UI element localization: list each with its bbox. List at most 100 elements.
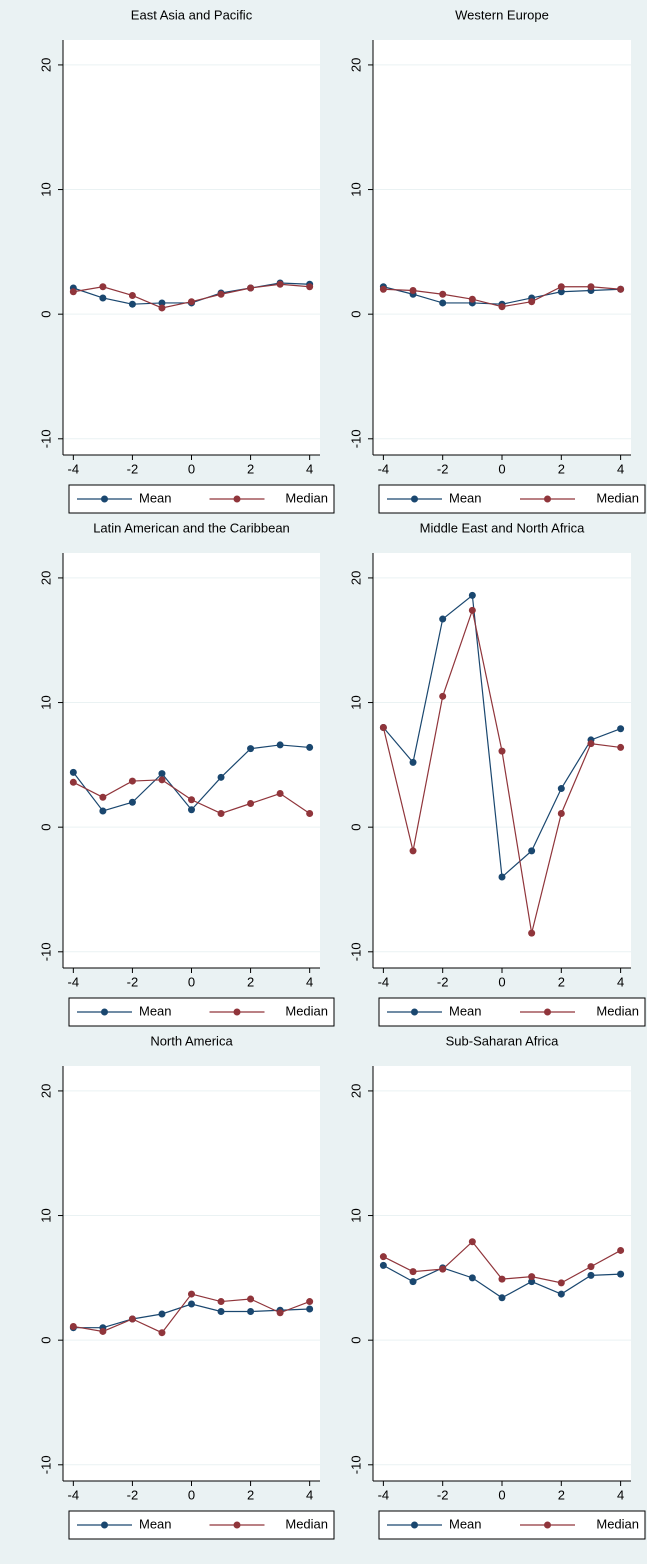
data-point: [587, 740, 595, 748]
y-tick-label: -10: [38, 942, 53, 961]
y-tick-label: -10: [348, 942, 363, 961]
data-point: [498, 1294, 506, 1302]
x-tick-label: 2: [558, 974, 565, 989]
legend-label: Median: [596, 490, 639, 505]
data-point: [587, 1263, 595, 1271]
data-point: [528, 847, 536, 855]
data-point: [409, 1268, 417, 1276]
y-tick-label: 0: [348, 824, 363, 831]
data-point: [247, 799, 255, 807]
data-point: [617, 743, 625, 751]
legend-marker: [233, 495, 241, 503]
legend-marker: [544, 1521, 551, 1529]
data-point: [69, 778, 77, 786]
panel: North America -10 0 10 20 -4 -2 0 2 4 Mean Median: [38, 1033, 335, 1540]
data-point: [158, 1310, 166, 1318]
data-point: [69, 1322, 77, 1330]
x-tick-label: 0: [188, 461, 195, 476]
data-point: [276, 741, 284, 749]
legend-label: Mean: [449, 1003, 482, 1018]
data-point: [276, 1309, 284, 1317]
y-tick-label: 10: [38, 695, 53, 709]
y-tick-label: 0: [348, 311, 363, 318]
legend-marker: [101, 1521, 108, 1529]
data-point: [439, 290, 447, 298]
data-point: [379, 1261, 387, 1269]
data-point: [498, 303, 506, 311]
data-point: [158, 299, 166, 307]
plot-area: [373, 553, 631, 968]
data-point: [217, 773, 225, 781]
x-tick-label: -4: [378, 974, 390, 989]
data-point: [247, 745, 255, 753]
x-tick-label: 0: [498, 974, 505, 989]
x-tick-label: 2: [247, 974, 254, 989]
panel-title: North America: [150, 1033, 233, 1048]
panel: Latin American and the Caribbean-1001020…: [38, 520, 335, 1027]
y-tick-label: 10: [348, 1208, 363, 1222]
x-tick-label: -4: [378, 1487, 390, 1502]
data-point: [409, 758, 417, 766]
data-point: [379, 285, 387, 293]
data-point: [439, 299, 447, 307]
plot-area: [63, 553, 320, 968]
legend-marker: [101, 495, 108, 503]
data-point: [409, 1278, 417, 1286]
x-tick-label: 4: [306, 461, 313, 476]
data-point: [528, 1278, 536, 1286]
legend-marker: [544, 495, 551, 503]
y-tick-label: 0: [38, 1337, 53, 1344]
data-point: [498, 747, 506, 755]
data-point: [409, 847, 417, 855]
legend-marker: [233, 1008, 241, 1016]
data-point: [409, 286, 417, 294]
data-point: [528, 1273, 536, 1281]
x-tick-label: -2: [127, 461, 139, 476]
y-tick-label: 0: [38, 824, 53, 831]
data-point: [557, 1279, 565, 1287]
data-point: [306, 1305, 314, 1313]
data-point: [306, 1298, 314, 1306]
plot-area: [63, 1066, 320, 1481]
legend-marker: [411, 1008, 418, 1016]
legend-label: Mean: [139, 1516, 172, 1531]
legend-marker: [544, 1008, 551, 1016]
plot-area: [63, 40, 320, 455]
y-tick-label: 0: [348, 1337, 363, 1344]
data-point: [468, 295, 476, 303]
data-point: [617, 725, 625, 733]
x-tick-label: 0: [188, 1487, 195, 1502]
data-point: [587, 1271, 595, 1279]
data-point: [128, 777, 136, 785]
data-point: [158, 770, 166, 778]
data-point: [99, 807, 107, 815]
data-point: [188, 298, 195, 306]
data-point: [468, 606, 476, 614]
data-point: [128, 291, 136, 299]
y-tick-label: -10: [38, 429, 53, 448]
y-tick-label: 20: [38, 571, 53, 585]
legend-label: Median: [285, 1003, 328, 1018]
data-point: [468, 591, 476, 599]
data-point: [188, 806, 195, 814]
x-tick-label: 4: [306, 974, 313, 989]
data-point: [439, 692, 447, 700]
data-point: [128, 1315, 136, 1323]
x-tick-label: -4: [68, 974, 80, 989]
y-tick-label: 20: [348, 58, 363, 72]
x-tick-label: 4: [617, 1487, 624, 1502]
data-point: [528, 298, 536, 306]
legend-label: Mean: [449, 490, 482, 505]
legend-marker: [233, 1521, 241, 1529]
data-point: [498, 873, 506, 881]
data-point: [158, 304, 166, 312]
x-tick-label: -2: [437, 461, 449, 476]
legend-label: Mean: [139, 1003, 172, 1018]
panel-title: East Asia and Pacific: [131, 7, 253, 22]
panel: Western Europe -10 0 10 20 -4 -2 0 2 4 Mean Median: [348, 7, 646, 514]
legend-label: Mean: [449, 1516, 482, 1531]
data-point: [158, 776, 166, 784]
data-point: [69, 768, 77, 776]
data-point: [247, 1308, 255, 1316]
